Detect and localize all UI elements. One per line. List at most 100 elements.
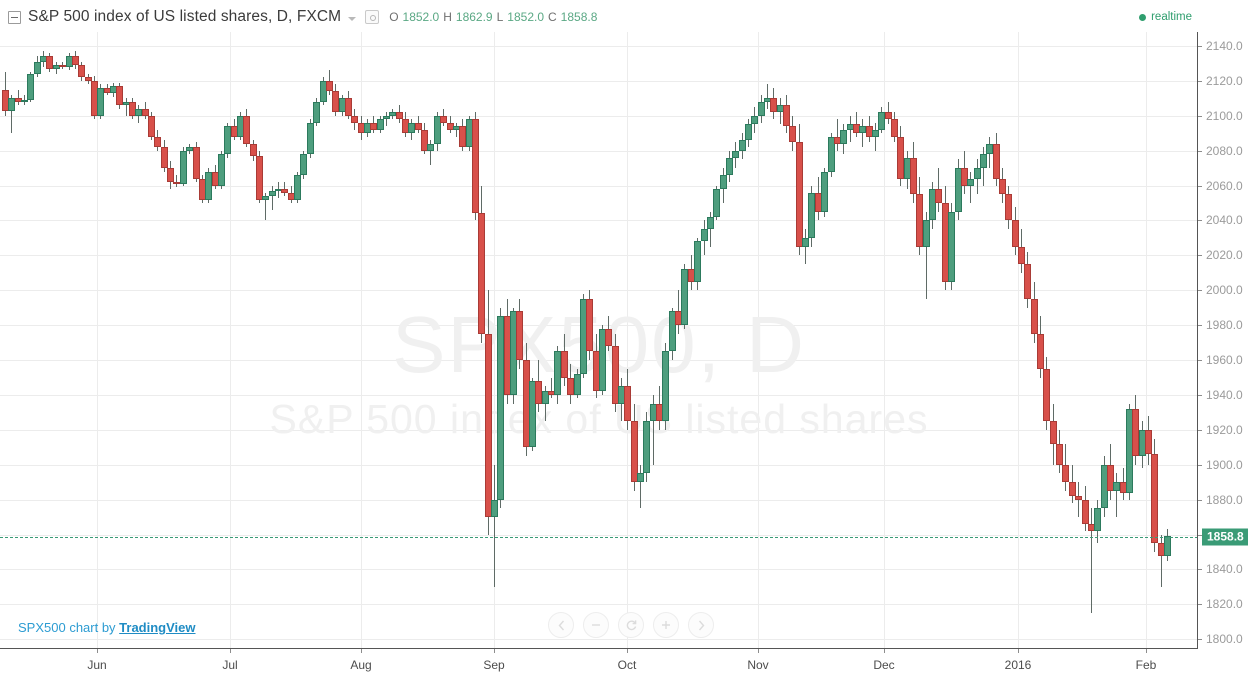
- candle-wick: [805, 229, 806, 265]
- candle-body: [8, 98, 15, 111]
- candle-body: [961, 168, 968, 186]
- candle-body: [643, 421, 650, 474]
- candle-body: [1024, 264, 1031, 299]
- candle-wick: [1161, 534, 1162, 587]
- price-axis-label: 1960.0: [1206, 353, 1243, 368]
- time-axis-label: Oct: [617, 658, 637, 672]
- gridline-vertical: [758, 32, 759, 648]
- candlestick-series: [0, 32, 1198, 648]
- candle-body: [218, 154, 225, 186]
- price-tick: [1198, 394, 1202, 396]
- zoom-in-button[interactable]: [653, 612, 679, 638]
- time-axis-label: Jul: [222, 658, 238, 672]
- candle-body: [472, 119, 479, 214]
- candle-body: [1107, 464, 1114, 491]
- time-axis-label: Feb: [1135, 658, 1157, 672]
- gridline-vertical: [97, 32, 98, 648]
- candle-wick: [494, 464, 495, 587]
- scroll-left-button[interactable]: [548, 612, 574, 638]
- candle-body: [732, 150, 739, 158]
- candle-wick: [176, 175, 177, 188]
- plot-right-border: [1197, 32, 1198, 649]
- candle-body: [745, 124, 752, 141]
- minus-box-icon[interactable]: [8, 10, 21, 24]
- candle-body: [186, 147, 193, 151]
- candle-wick: [284, 182, 285, 197]
- scroll-right-button[interactable]: [688, 612, 714, 638]
- last-price-line: [0, 536, 1198, 538]
- time-tick: [1018, 649, 1019, 653]
- candle-body: [701, 229, 708, 242]
- plot-area[interactable]: SPX500, D S&P 500 index of US listed sha…: [0, 32, 1198, 648]
- price-axis-label: 1800.0: [1206, 632, 1243, 647]
- minus-icon: [592, 624, 600, 626]
- price-axis-label: 1900.0: [1206, 457, 1243, 472]
- candle-body: [1082, 499, 1089, 525]
- candle-body: [173, 182, 180, 185]
- candle-body: [542, 391, 549, 404]
- time-tick: [494, 649, 495, 653]
- candle-body: [135, 108, 142, 116]
- candle-body: [796, 141, 803, 247]
- time-tick: [627, 649, 628, 653]
- time-axis[interactable]: Jun Jul Aug Sep Oct Nov Dec 2016 Feb: [0, 649, 1198, 674]
- price-axis[interactable]: 2140.0 2120.0 2100.0 2080.0 2060.0 2040.0 2020…: [1198, 32, 1258, 648]
- candle-wick: [926, 211, 927, 299]
- time-tick: [884, 649, 885, 653]
- candle-body: [243, 115, 250, 144]
- candle-body: [802, 237, 809, 247]
- ohlc-high-value: 1862.9: [455, 10, 493, 24]
- symbol-title[interactable]: S&P 500 index of US listed shares, D, FX…: [28, 8, 342, 25]
- tradingview-link[interactable]: TradingView: [119, 620, 196, 635]
- candle-body: [535, 381, 542, 404]
- candle-body: [161, 147, 168, 169]
- candle-body: [1151, 454, 1158, 544]
- candle-body: [485, 333, 492, 518]
- gridline-horizontal: [0, 115, 1198, 117]
- reset-chart-button[interactable]: [618, 612, 644, 638]
- candle-body: [897, 136, 904, 179]
- candle-body: [97, 87, 104, 116]
- price-axis-label: 2000.0: [1206, 283, 1243, 298]
- candle-body: [250, 143, 257, 156]
- zoom-out-button[interactable]: [583, 612, 609, 638]
- time-tick: [230, 649, 231, 653]
- candle-body: [885, 112, 892, 120]
- candle-body: [1094, 508, 1101, 532]
- camera-icon[interactable]: [365, 10, 380, 24]
- ohlc-high-label: H: [443, 10, 452, 24]
- candle-body: [770, 98, 777, 113]
- candle-body: [1113, 482, 1120, 491]
- candle-body: [739, 140, 746, 151]
- candle-body: [599, 328, 606, 392]
- candle-body: [300, 154, 307, 176]
- candle-body: [205, 171, 212, 200]
- candle-body: [1132, 408, 1139, 457]
- ohlc-close-label: C: [548, 10, 557, 24]
- candle-body: [948, 211, 955, 282]
- candle-body: [669, 311, 676, 352]
- candle-body: [974, 168, 981, 179]
- chevron-down-icon[interactable]: [348, 16, 357, 21]
- candle-body: [72, 56, 79, 66]
- candle-body: [129, 101, 136, 116]
- candle-body: [720, 175, 727, 190]
- price-tick: [1198, 639, 1202, 641]
- candle-body: [516, 311, 523, 361]
- candle-body: [269, 190, 276, 197]
- price-axis-label: 2080.0: [1206, 143, 1243, 158]
- candle-body: [859, 126, 866, 134]
- candle-body: [345, 98, 352, 116]
- candle-wick: [970, 171, 971, 203]
- gridline-vertical: [884, 32, 885, 648]
- price-tick: [1198, 80, 1202, 82]
- price-axis-label: 2120.0: [1206, 73, 1243, 88]
- candle-body: [993, 143, 1000, 179]
- candle-body: [789, 126, 796, 142]
- chart-header: S&P 500 index of US listed shares, D, FX…: [0, 0, 1258, 32]
- gridline-horizontal: [0, 185, 1198, 187]
- candle-body: [415, 122, 422, 130]
- candle-body: [78, 65, 85, 78]
- price-axis-label: 2020.0: [1206, 248, 1243, 263]
- candle-body: [808, 192, 815, 238]
